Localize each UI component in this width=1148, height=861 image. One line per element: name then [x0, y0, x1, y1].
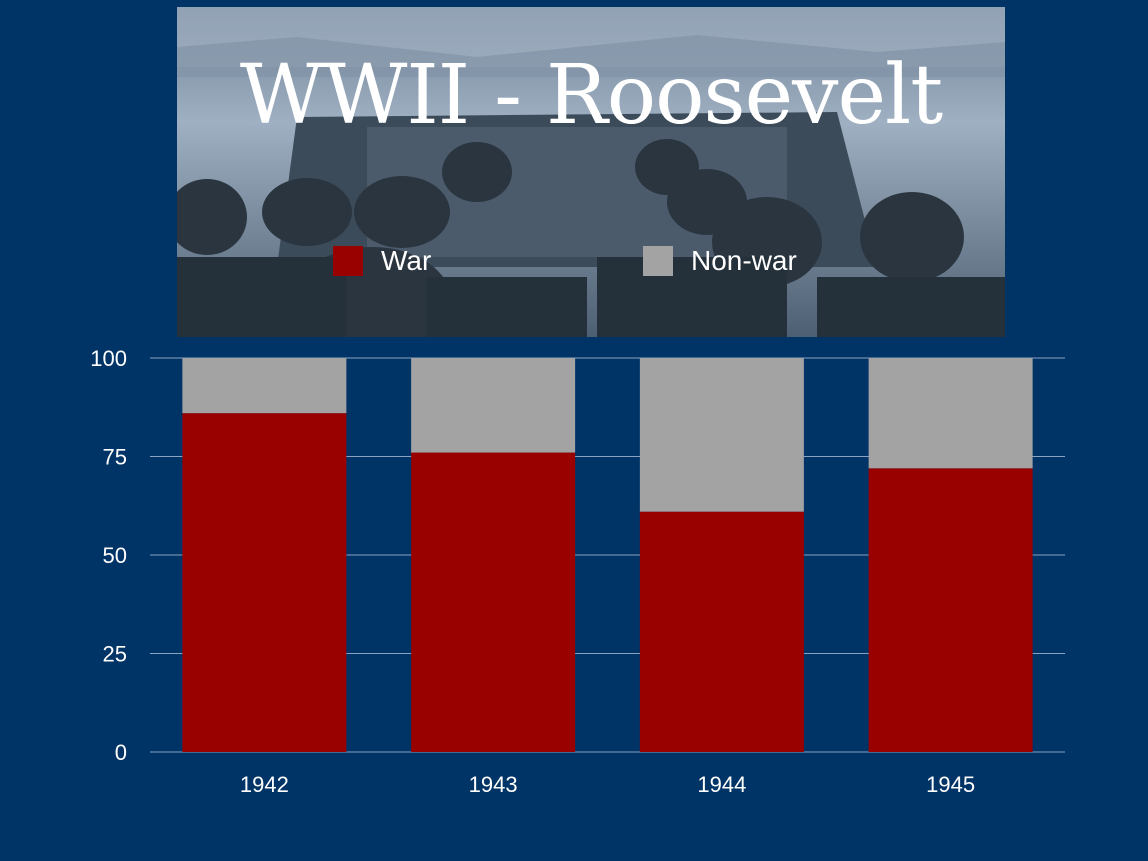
legend-label-non-war: Non-war [691, 245, 797, 276]
bar-war-1944 [639, 511, 804, 752]
bar-war-1942 [182, 413, 347, 752]
bar-non-war-1944 [639, 358, 804, 512]
soldiers-landing-craft-photo [177, 7, 1005, 337]
legend-item-non-war: Non-war [643, 244, 797, 278]
y-tick-label-50: 50 [103, 543, 127, 568]
legend-label-war: War [381, 245, 432, 276]
bar-non-war-1943 [411, 358, 576, 453]
axis-labels: 0 25 50 75 100 1942 1943 1944 1945 [90, 346, 975, 797]
legend-item-war: War [333, 244, 431, 278]
slide-title: WWII - Roosevelt [239, 48, 943, 143]
legend-swatch-war [333, 246, 363, 276]
y-tick-label-100: 100 [90, 346, 127, 371]
y-tick-label-25: 25 [103, 642, 127, 667]
bar-non-war-1945 [868, 358, 1033, 469]
bar-war-1945 [868, 468, 1033, 752]
x-tick-label-1944: 1944 [697, 772, 746, 797]
bars [182, 358, 1033, 752]
bar-war-1943 [411, 452, 576, 752]
bar-non-war-1942 [182, 358, 347, 414]
legend-swatch-non-war [643, 246, 673, 276]
y-tick-label-75: 75 [103, 445, 127, 470]
y-tick-label-0: 0 [115, 740, 127, 765]
x-tick-label-1945: 1945 [926, 772, 975, 797]
x-tick-label-1943: 1943 [469, 772, 518, 797]
x-tick-label-1942: 1942 [240, 772, 289, 797]
